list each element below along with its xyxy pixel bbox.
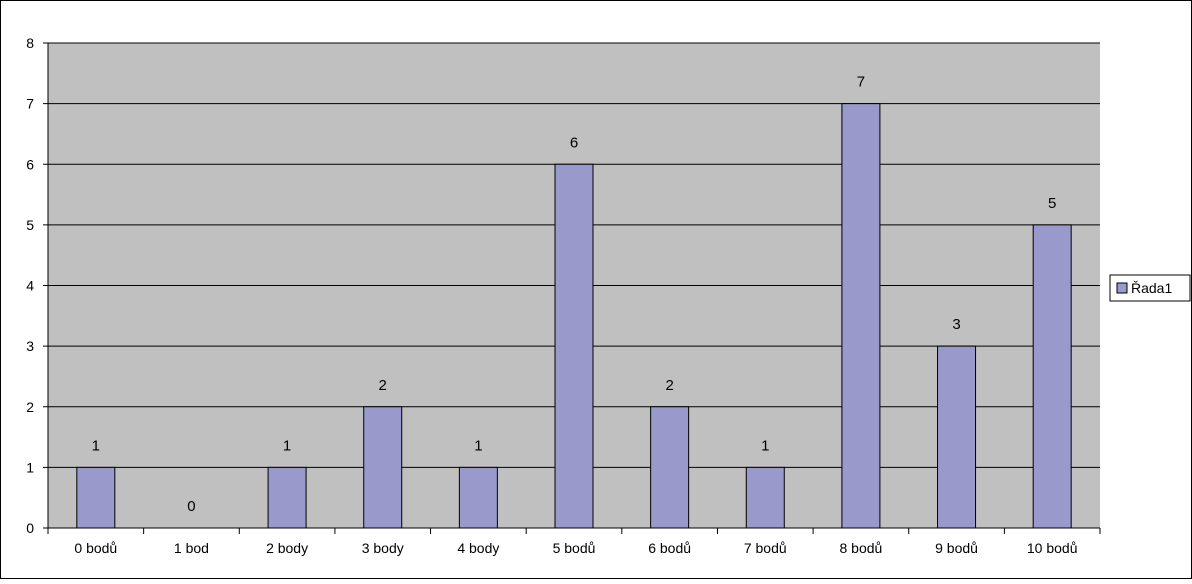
bar (363, 406, 403, 529)
y-tick-label: 5 (26, 217, 34, 233)
x-tick-label: 0 bodů (74, 540, 117, 556)
bar (76, 466, 116, 529)
y-tick-label: 2 (26, 399, 34, 415)
bar (745, 466, 785, 529)
x-tick-label: 2 body (266, 540, 308, 556)
bar (458, 466, 498, 529)
x-tick-label: 9 bodů (935, 540, 978, 556)
data-label: 1 (761, 437, 769, 454)
bar (267, 466, 307, 529)
y-tick-label: 8 (26, 35, 34, 51)
bars (76, 103, 1072, 529)
y-tick-label: 6 (26, 156, 34, 172)
x-tick-label: 10 bodů (1027, 540, 1078, 556)
legend-swatch (1116, 282, 1128, 294)
x-tick-label: 1 bod (174, 540, 209, 556)
y-tick-label: 4 (26, 278, 34, 294)
legend: Řada1 (1109, 274, 1191, 302)
y-tick-label: 0 (26, 520, 34, 536)
data-label: 5 (1048, 195, 1056, 212)
data-label: 1 (474, 437, 482, 454)
data-label: 7 (857, 74, 865, 91)
x-tick-label: 6 bodů (648, 540, 691, 556)
x-tick-label: 4 body (457, 540, 499, 556)
data-label: 3 (952, 316, 960, 333)
x-tick-label: 7 bodů (744, 540, 787, 556)
bar (650, 406, 690, 529)
data-label: 1 (283, 437, 291, 454)
y-tick-label: 7 (26, 96, 34, 112)
axes: 0 1 2 3 4 5 6 7 8 0 bodů 1 bod 2 body 3 body 4 body 5 … (26, 35, 1101, 556)
bar (937, 345, 977, 529)
x-tick-label: 8 bodů (839, 540, 882, 556)
data-label: 6 (570, 134, 578, 151)
data-label: 1 (92, 437, 100, 454)
bar (841, 103, 881, 529)
data-labels: 1 0 1 2 1 6 2 1 7 3 5 (92, 74, 1057, 515)
y-tick-label: 1 (26, 459, 34, 475)
data-label: 2 (665, 377, 673, 394)
legend-label: Řada1 (1131, 280, 1172, 296)
data-label: 2 (379, 377, 387, 394)
y-tick-label: 3 (26, 338, 34, 354)
x-tick-label: 3 body (362, 540, 404, 556)
data-label: 0 (187, 498, 195, 515)
bar (1032, 224, 1072, 529)
bar (554, 163, 594, 529)
x-tick-label: 5 bodů (553, 540, 596, 556)
